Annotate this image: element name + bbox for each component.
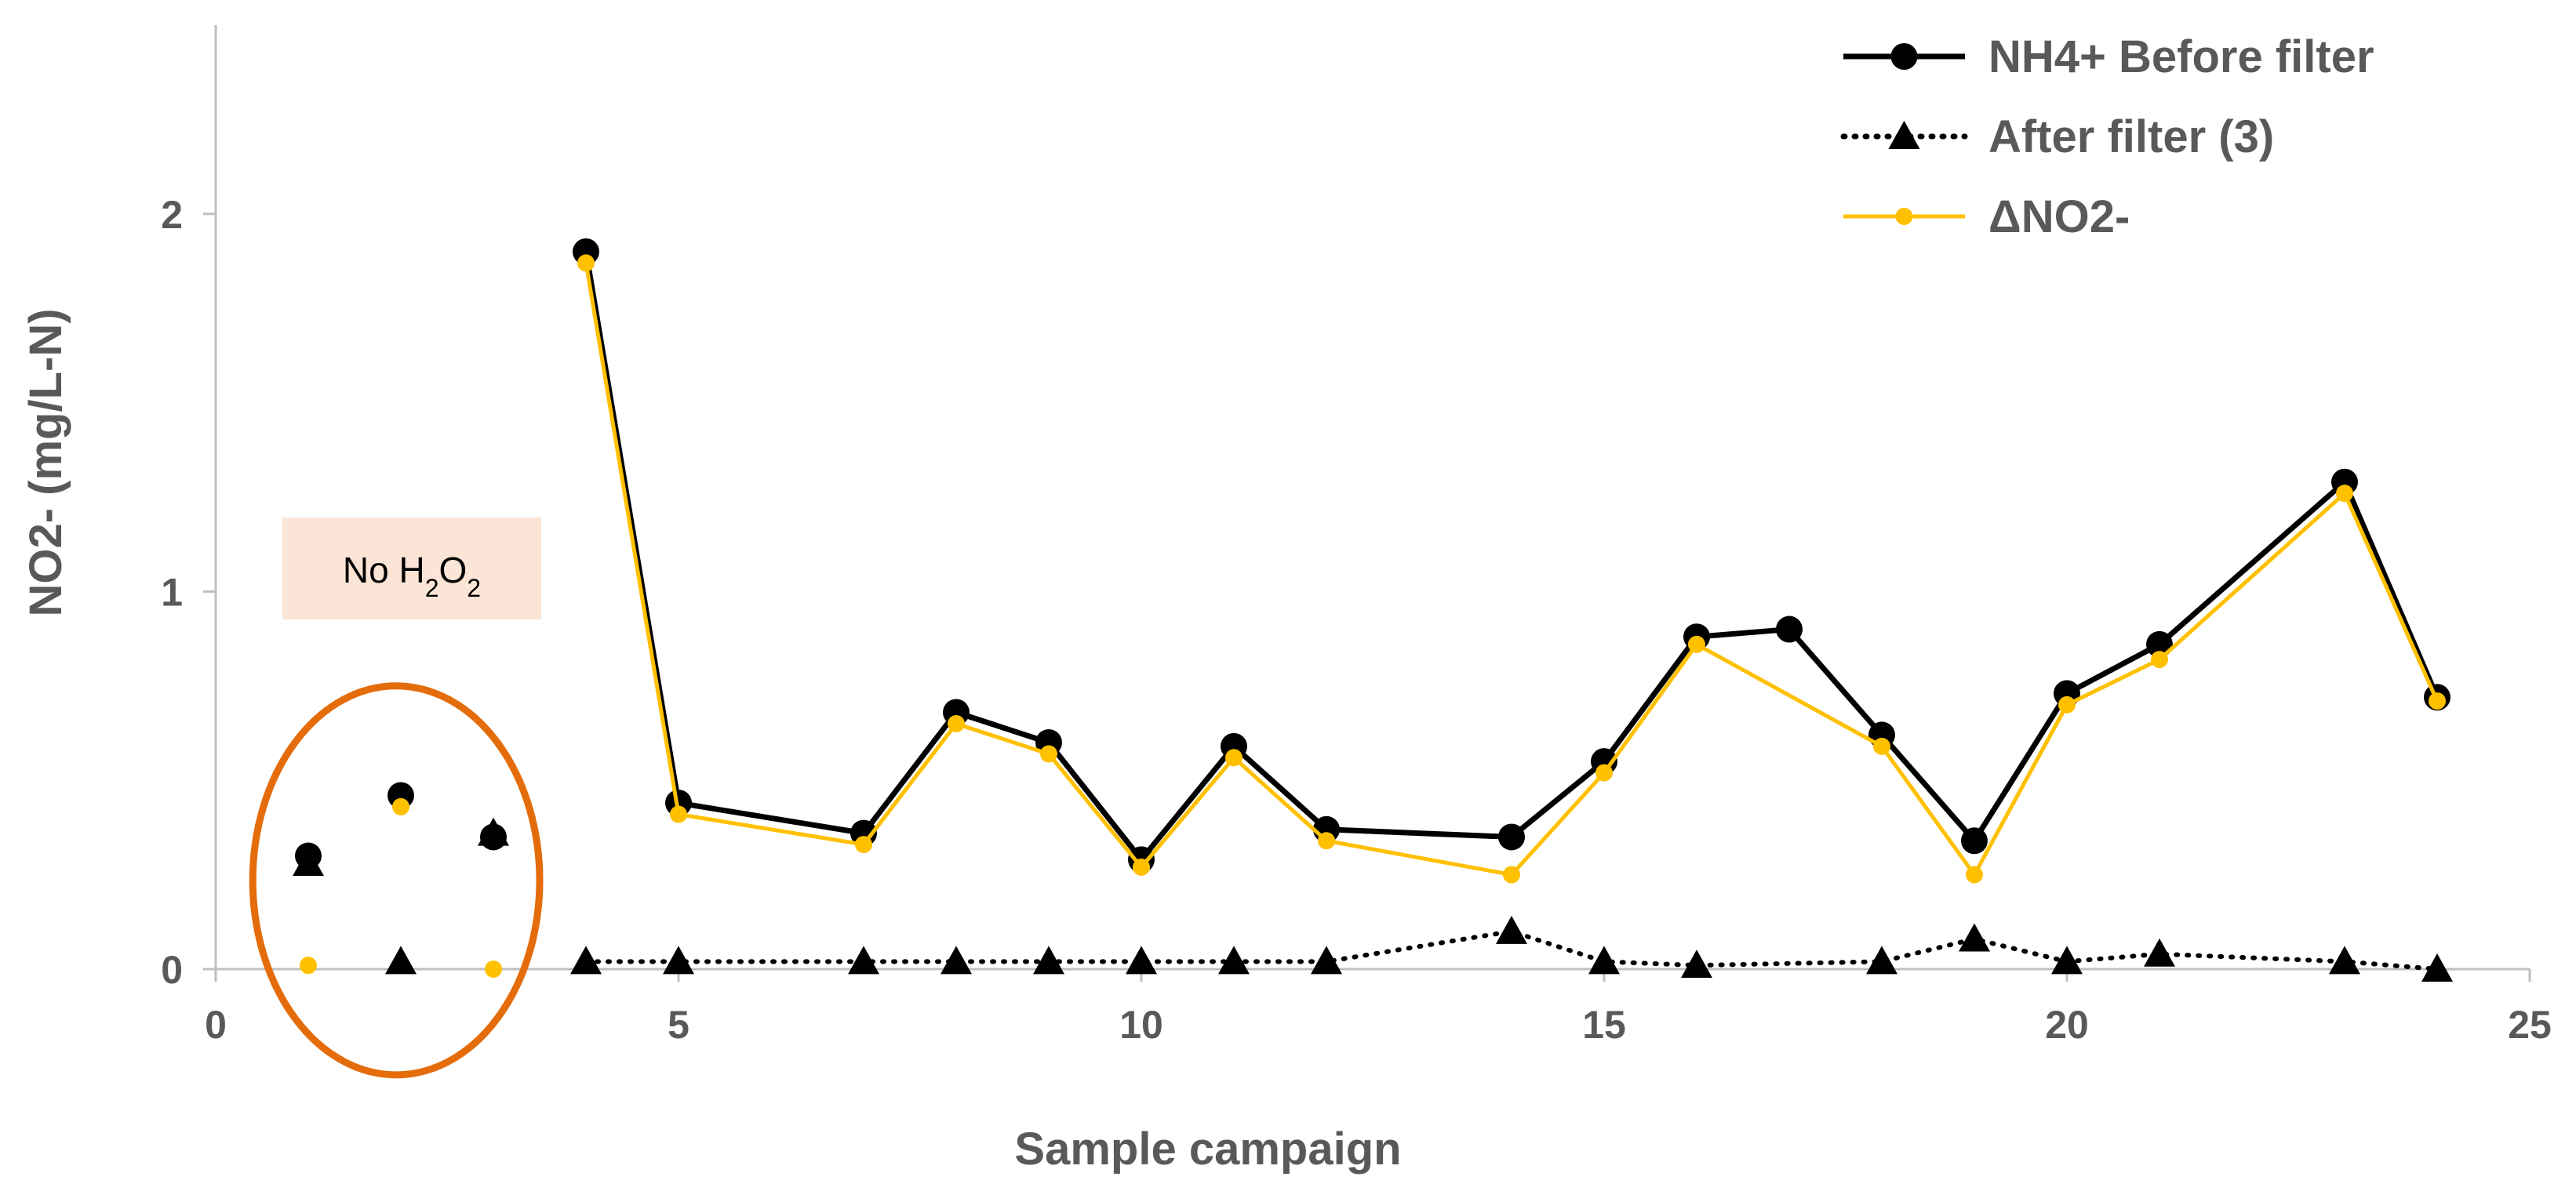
x-tick-label: 10 xyxy=(1119,1003,1163,1047)
data-point xyxy=(855,836,872,854)
x-tick-label: 15 xyxy=(1582,1003,1626,1047)
series-1 xyxy=(293,817,2453,982)
data-point xyxy=(1218,946,1250,975)
data-point xyxy=(1776,616,1803,643)
data-point xyxy=(1311,946,1342,975)
legend-label: After filter (3) xyxy=(1988,111,2274,162)
data-point xyxy=(1503,866,1520,884)
legend: NH4+ Before filter After filter (3) ΔNO2- xyxy=(1840,31,2374,242)
data-point xyxy=(670,805,687,823)
data-point xyxy=(1033,946,1064,975)
x-axis-title: Sample campaign xyxy=(1014,1124,1401,1175)
y-tick-label: 0 xyxy=(161,948,183,992)
series-2 xyxy=(300,254,2446,978)
data-point xyxy=(948,714,965,732)
legend-marker xyxy=(1890,43,1918,70)
data-point xyxy=(1225,749,1243,767)
data-point xyxy=(1961,827,1988,855)
legend-label: ΔNO2- xyxy=(1988,191,2130,242)
data-point xyxy=(392,797,409,815)
data-point xyxy=(1688,635,1705,653)
series-0 xyxy=(295,238,2450,873)
annotation-label: No H2O2 xyxy=(343,550,481,602)
x-tick-label: 20 xyxy=(2045,1003,2089,1047)
y-axis-title: NO2- (mg/L-N) xyxy=(20,308,71,616)
data-point xyxy=(1873,737,1890,755)
data-point xyxy=(293,848,324,877)
series-line xyxy=(584,928,2440,971)
highlight-ellipse xyxy=(249,682,544,1079)
data-point xyxy=(848,946,879,975)
annotations: No H2O2 xyxy=(249,517,544,1079)
series-line xyxy=(584,262,2440,877)
legend-label: NH4+ Before filter xyxy=(1988,31,2374,82)
x-tick-label: 5 xyxy=(668,1003,689,1047)
x-tick-label: 25 xyxy=(2508,1003,2552,1047)
data-point xyxy=(2429,692,2446,710)
data-point xyxy=(2421,953,2453,982)
data-point xyxy=(2151,651,2168,669)
data-point xyxy=(300,957,317,975)
data-point xyxy=(1496,915,1527,944)
data-point xyxy=(1126,946,1157,975)
legend-marker xyxy=(1895,208,1913,225)
data-point xyxy=(1681,950,1712,979)
y-tick-label: 1 xyxy=(161,570,183,614)
data-point xyxy=(478,817,509,846)
data-point xyxy=(577,254,595,272)
data-point xyxy=(1133,858,1150,876)
annotation-box xyxy=(282,517,541,619)
axes: 0 5 10 15 20 25 0 1 2 xyxy=(161,25,2552,1047)
data-point xyxy=(2051,946,2083,975)
data-point xyxy=(663,946,694,975)
data-point xyxy=(2329,946,2360,975)
data-point xyxy=(941,946,972,975)
data-point xyxy=(1866,946,1897,975)
data-point xyxy=(485,961,502,978)
data-point xyxy=(1966,866,1983,884)
y-tick-label: 2 xyxy=(161,193,183,237)
data-point xyxy=(1588,946,1620,975)
data-point xyxy=(1959,923,1990,952)
data-point xyxy=(2336,485,2353,503)
data-point xyxy=(385,946,417,975)
data-point xyxy=(570,946,602,975)
data-point xyxy=(1498,823,1525,851)
x-tick-label: 0 xyxy=(205,1003,227,1047)
data-point xyxy=(2144,938,2175,967)
data-point xyxy=(1318,832,1335,850)
data-point xyxy=(2058,695,2076,714)
legend-marker xyxy=(1888,121,1920,149)
data-point xyxy=(1040,745,1057,763)
series-line xyxy=(583,251,2440,862)
data-point xyxy=(1595,764,1613,782)
series-layer xyxy=(293,238,2453,982)
